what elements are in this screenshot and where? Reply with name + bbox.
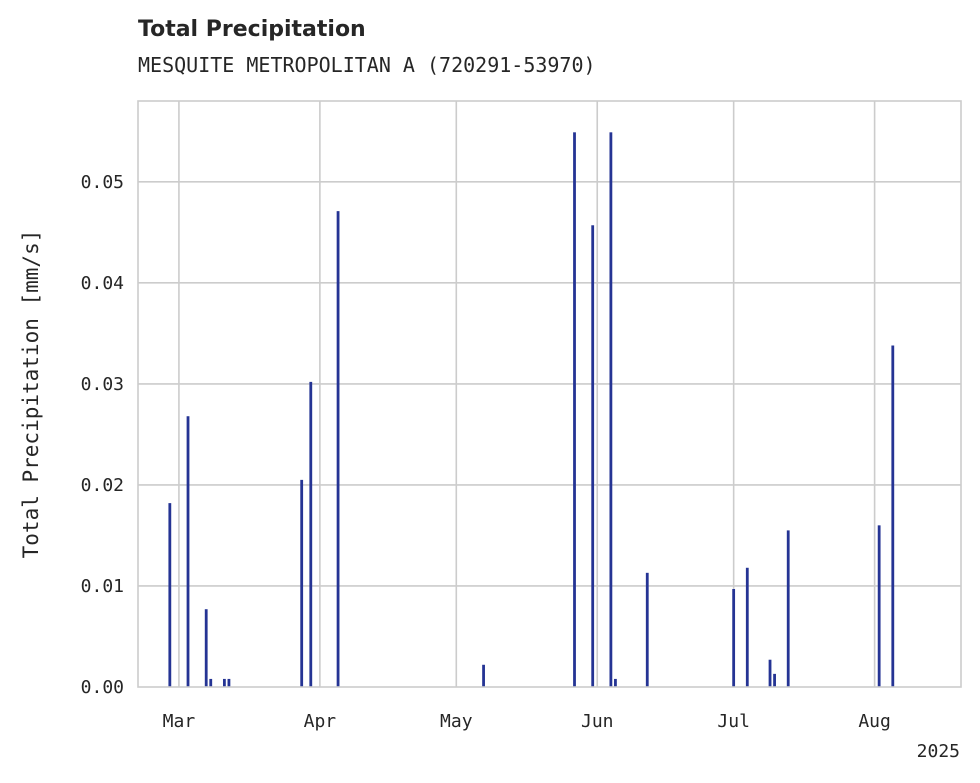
precipitation-bar — [614, 678, 617, 687]
y-tick-label: 0.05 — [81, 172, 124, 193]
precipitation-bar — [227, 678, 231, 687]
y-tick-label: 0.04 — [81, 273, 124, 294]
y-tick-label: 0.00 — [81, 677, 124, 698]
precipitation-bar — [168, 503, 172, 687]
precipitation-bar — [482, 664, 485, 687]
precipitation-bar — [786, 530, 790, 687]
x-tick-label: Jun — [581, 711, 614, 732]
x-tick-label: Jul — [717, 711, 750, 732]
y-tick-label: 0.02 — [81, 475, 124, 496]
precipitation-bar — [768, 659, 772, 687]
precipitation-bar — [573, 132, 576, 688]
precipitation-bar — [891, 345, 895, 687]
chart-title: Total Precipitation — [138, 17, 366, 42]
plot-frame — [137, 100, 962, 688]
x-tick-label: Mar — [163, 711, 196, 732]
precipitation-bar — [877, 525, 881, 687]
precipitation-bar — [745, 567, 749, 687]
grid-layer — [138, 101, 961, 687]
precipitation-bar — [609, 132, 613, 688]
precipitation-bar — [645, 572, 649, 687]
precipitation-bar — [222, 678, 226, 687]
precipitation-bar — [186, 416, 190, 687]
precipitation-bar — [773, 673, 776, 687]
x-tick-label: May — [440, 711, 473, 732]
precipitation-bar — [732, 588, 736, 687]
x-tick-label: Apr — [304, 711, 337, 732]
year-label: 2025 — [917, 741, 960, 762]
chart-subtitle: MESQUITE METROPOLITAN A (720291-53970) — [138, 53, 596, 77]
ticks-layer: 0.00 0.01 0.02 0.03 0.04 0.05 Mar Apr May Jun Jul A… — [81, 172, 891, 732]
y-tick-label: 0.03 — [81, 374, 124, 395]
bars-layer — [168, 132, 895, 688]
precipitation-bar — [204, 609, 208, 687]
precipitation-bar — [300, 479, 304, 687]
precipitation-bar — [209, 678, 213, 687]
precipitation-bar — [309, 381, 313, 687]
y-axis-label: Total Precipitation [mm/s] — [19, 230, 43, 559]
precipitation-bar — [336, 211, 340, 688]
precipitation-bar — [591, 225, 595, 688]
y-tick-label: 0.01 — [81, 576, 124, 597]
x-tick-label: Aug — [858, 711, 891, 732]
